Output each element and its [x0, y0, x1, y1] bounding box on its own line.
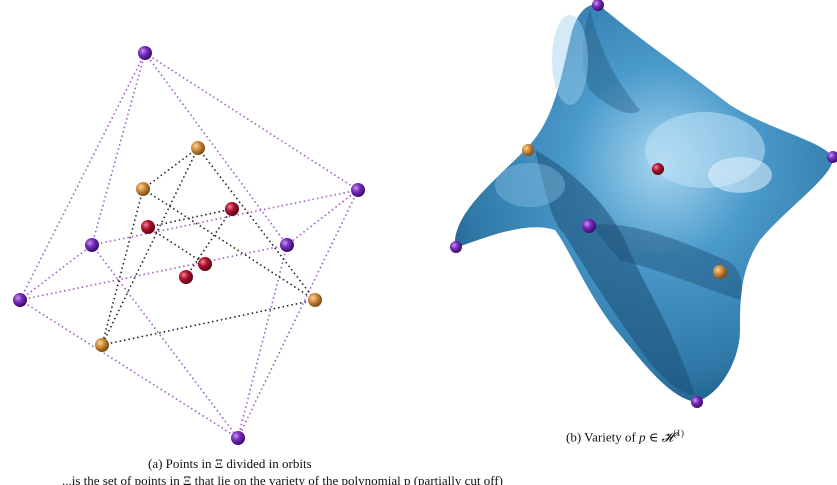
- purple-point: [351, 183, 365, 197]
- surface-highlight: [495, 163, 565, 207]
- orbit-points-figure: [13, 46, 365, 445]
- purple-point: [450, 241, 462, 253]
- purple-point: [85, 238, 99, 252]
- caption-superscript: (1): [673, 428, 684, 438]
- red-point: [141, 220, 155, 234]
- outer-orbit-edges: [19, 52, 359, 439]
- red-point: [179, 270, 193, 284]
- caption-relation: ∈: [645, 429, 662, 445]
- caption-variable: p: [639, 429, 646, 445]
- caption-set: 𝓗: [661, 429, 674, 445]
- purple-point: [231, 431, 245, 445]
- orange-point: [308, 293, 322, 307]
- purple-point: [13, 293, 27, 307]
- surface-shadow: [590, 224, 742, 300]
- surface-highlight: [552, 15, 588, 105]
- purple-orbit-points: [13, 46, 365, 445]
- red-orbit-points: [141, 202, 239, 284]
- panel-b-caption: (b) Variety of p ∈ 𝓗(1): [566, 428, 684, 445]
- orange-point: [191, 141, 205, 155]
- red-point: [225, 202, 239, 216]
- purple-point: [280, 238, 294, 252]
- inner-orbit-edges: [101, 147, 316, 346]
- orange-point: [136, 182, 150, 196]
- surface-shadow: [582, 10, 640, 114]
- variety-surface: [454, 4, 834, 402]
- purple-point: [592, 0, 604, 11]
- purple-point: [138, 46, 152, 60]
- surface-highlight: [708, 157, 772, 193]
- purple-point: [582, 219, 596, 233]
- red-point: [198, 257, 212, 271]
- cut-off-body-text: ...is the set of points in Ξ that lie on…: [62, 473, 503, 485]
- variety-surface-figure: [450, 0, 837, 408]
- purple-point: [827, 151, 837, 163]
- purple-point: [691, 396, 703, 408]
- orange-point: [713, 265, 727, 279]
- orange-point: [522, 144, 534, 156]
- panel-a-caption: (a) Points in Ξ divided in orbits: [148, 456, 312, 471]
- orange-orbit-points: [95, 141, 322, 352]
- surface-shadow: [535, 150, 695, 395]
- orange-point: [95, 338, 109, 352]
- red-point: [652, 163, 664, 175]
- caption-prefix: (b) Variety of: [566, 429, 640, 445]
